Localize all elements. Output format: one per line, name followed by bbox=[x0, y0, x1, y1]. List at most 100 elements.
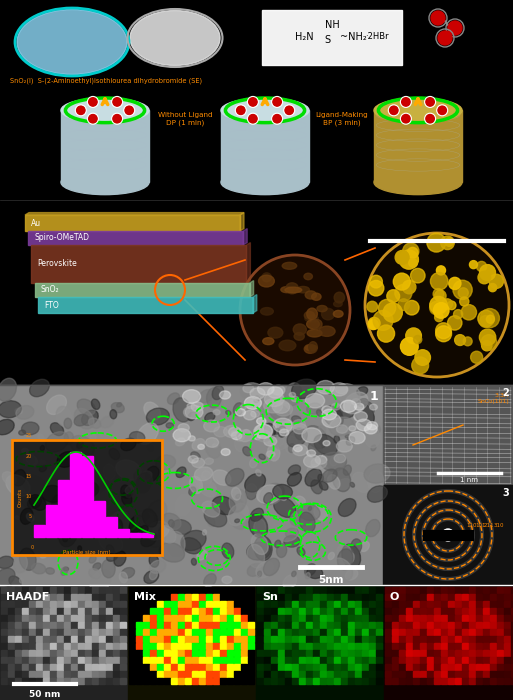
Bar bbox=[455, 587, 461, 593]
Ellipse shape bbox=[199, 389, 213, 402]
Bar bbox=[355, 601, 361, 607]
Bar bbox=[511, 636, 513, 642]
Ellipse shape bbox=[349, 432, 365, 444]
Ellipse shape bbox=[0, 556, 14, 568]
Text: Spiro-OMeTAD: Spiro-OMeTAD bbox=[34, 234, 89, 242]
Ellipse shape bbox=[167, 531, 185, 556]
Ellipse shape bbox=[242, 398, 264, 421]
Circle shape bbox=[248, 97, 258, 106]
Circle shape bbox=[448, 21, 462, 35]
Bar bbox=[70, 452, 81, 537]
Bar bbox=[406, 678, 412, 684]
Bar bbox=[497, 650, 503, 656]
Ellipse shape bbox=[141, 517, 152, 529]
Ellipse shape bbox=[142, 509, 157, 527]
Circle shape bbox=[367, 301, 378, 312]
Ellipse shape bbox=[260, 484, 284, 505]
Bar bbox=[8, 594, 14, 600]
Ellipse shape bbox=[322, 309, 334, 320]
Circle shape bbox=[430, 272, 448, 290]
Bar bbox=[143, 608, 149, 614]
Bar bbox=[476, 594, 482, 600]
Bar bbox=[92, 629, 98, 635]
Bar bbox=[157, 601, 163, 607]
Ellipse shape bbox=[62, 513, 75, 524]
Bar bbox=[504, 643, 510, 649]
Bar bbox=[420, 622, 426, 628]
Bar bbox=[113, 615, 119, 621]
Bar bbox=[320, 657, 326, 663]
Bar bbox=[227, 615, 233, 621]
Ellipse shape bbox=[274, 524, 298, 541]
Bar bbox=[476, 608, 482, 614]
Bar bbox=[171, 622, 177, 628]
Bar bbox=[136, 678, 142, 684]
Bar bbox=[462, 636, 468, 642]
Bar bbox=[413, 664, 419, 670]
Bar bbox=[206, 615, 212, 621]
Ellipse shape bbox=[82, 410, 98, 426]
Ellipse shape bbox=[223, 487, 230, 495]
Ellipse shape bbox=[250, 388, 265, 399]
Bar bbox=[22, 608, 28, 614]
Bar bbox=[441, 657, 447, 663]
Bar bbox=[150, 601, 156, 607]
Bar bbox=[1, 601, 7, 607]
Bar bbox=[234, 608, 240, 614]
Circle shape bbox=[413, 335, 422, 344]
Circle shape bbox=[399, 250, 419, 270]
Bar bbox=[99, 678, 105, 684]
Bar bbox=[36, 587, 42, 593]
Bar bbox=[29, 664, 35, 670]
Ellipse shape bbox=[264, 436, 277, 446]
Bar bbox=[241, 664, 247, 670]
Bar bbox=[248, 678, 254, 684]
Ellipse shape bbox=[182, 538, 201, 554]
Bar bbox=[57, 636, 63, 642]
Text: 211: 211 bbox=[484, 523, 495, 528]
Bar bbox=[106, 671, 112, 677]
Circle shape bbox=[445, 238, 453, 246]
Bar bbox=[178, 615, 184, 621]
Ellipse shape bbox=[220, 391, 230, 399]
Ellipse shape bbox=[364, 426, 380, 448]
Bar bbox=[129, 594, 135, 600]
Bar bbox=[43, 629, 49, 635]
Ellipse shape bbox=[311, 457, 327, 469]
Ellipse shape bbox=[173, 398, 191, 422]
Bar bbox=[99, 650, 105, 656]
Bar bbox=[434, 629, 440, 635]
Circle shape bbox=[403, 243, 419, 259]
Bar bbox=[490, 657, 496, 663]
Bar bbox=[92, 594, 98, 600]
Ellipse shape bbox=[274, 540, 281, 547]
Ellipse shape bbox=[231, 432, 242, 440]
Bar bbox=[220, 587, 226, 593]
Text: SnO₂: SnO₂ bbox=[41, 286, 59, 295]
Ellipse shape bbox=[285, 287, 302, 293]
Bar bbox=[58, 480, 69, 537]
Bar bbox=[8, 587, 14, 593]
Bar bbox=[157, 636, 163, 642]
Ellipse shape bbox=[159, 526, 176, 543]
Circle shape bbox=[480, 265, 496, 281]
Bar bbox=[64, 594, 70, 600]
Bar bbox=[36, 643, 42, 649]
Bar bbox=[199, 622, 205, 628]
Circle shape bbox=[368, 317, 380, 329]
Ellipse shape bbox=[30, 379, 49, 397]
Bar bbox=[441, 601, 447, 607]
Bar bbox=[278, 657, 284, 663]
Bar bbox=[469, 643, 475, 649]
Text: O: O bbox=[390, 592, 400, 602]
Bar bbox=[292, 636, 298, 642]
Bar bbox=[136, 629, 142, 635]
Ellipse shape bbox=[236, 494, 241, 498]
Circle shape bbox=[76, 106, 85, 115]
Bar bbox=[234, 636, 240, 642]
Bar bbox=[43, 650, 49, 656]
Bar bbox=[385, 678, 391, 684]
Bar bbox=[476, 657, 482, 663]
Bar bbox=[355, 608, 361, 614]
Bar bbox=[299, 622, 305, 628]
